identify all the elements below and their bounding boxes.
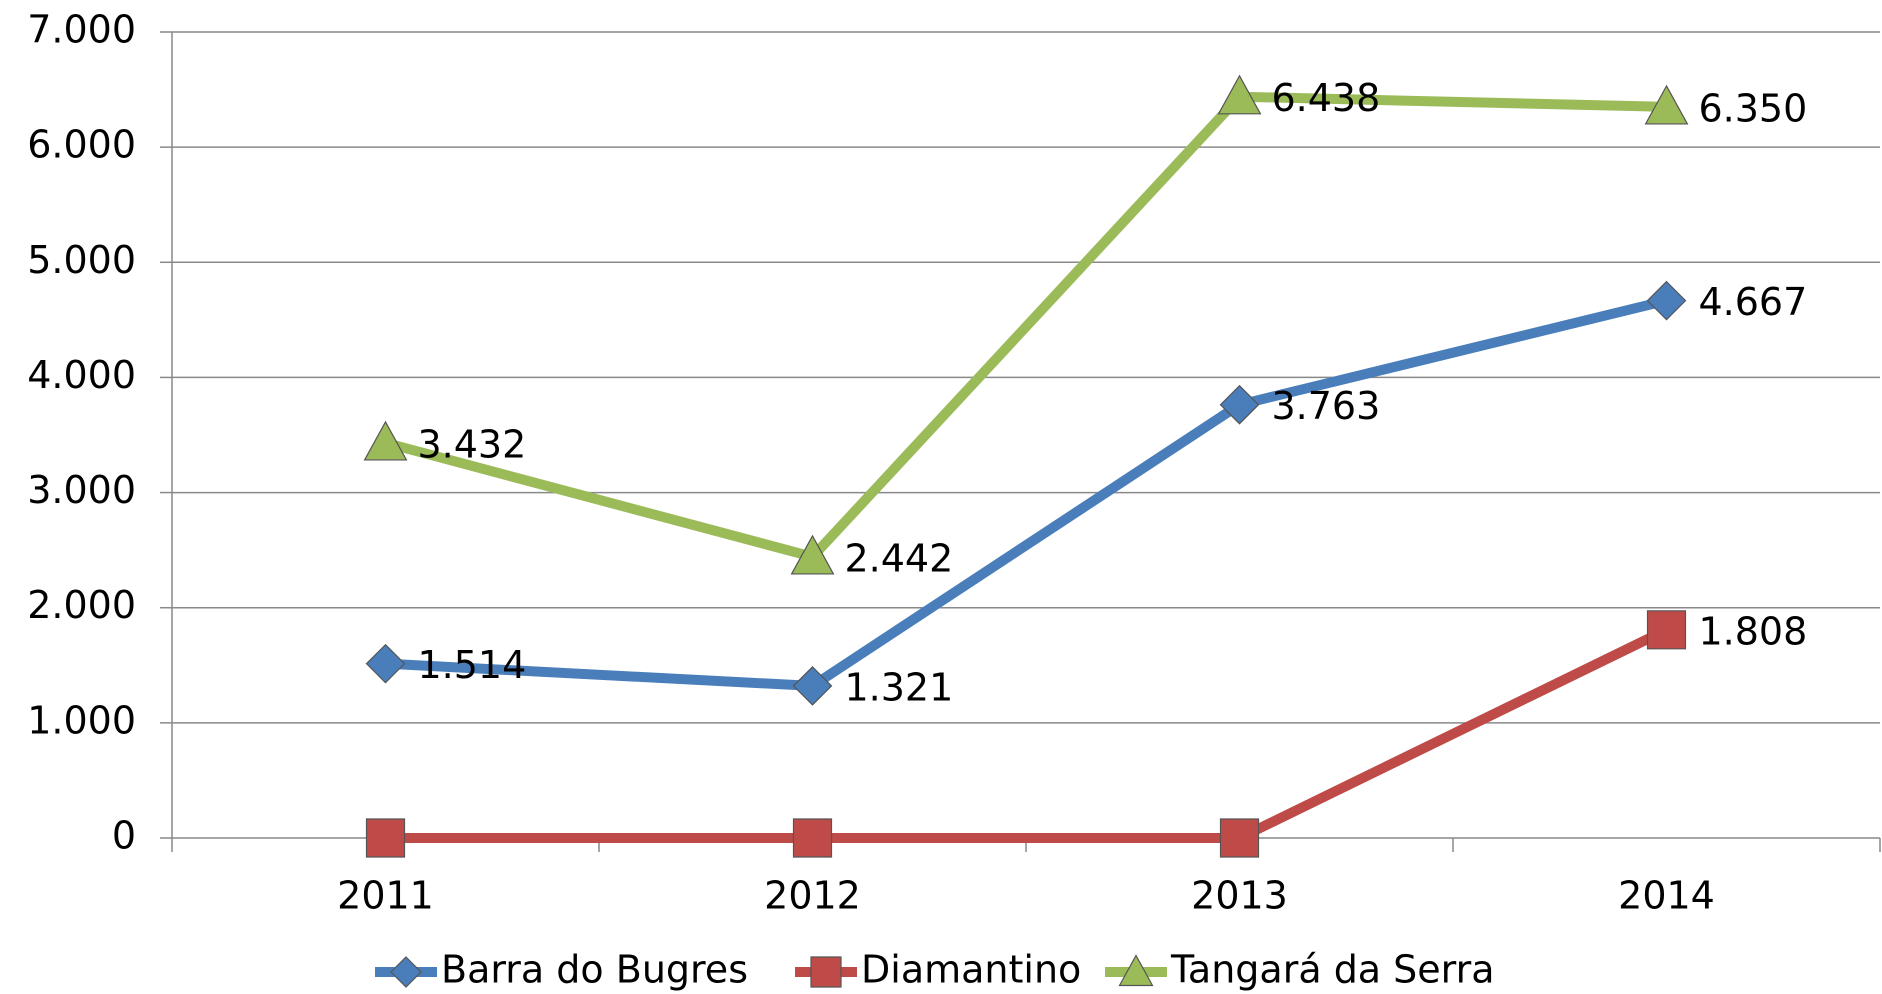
marker (1217, 74, 1262, 115)
legend-label: Diamantino (861, 948, 1081, 992)
y-tick-label: 2.000 (27, 583, 136, 627)
legend-label: Barra do Bugres (441, 948, 748, 992)
x-tick-label: 2012 (764, 874, 861, 918)
marker (1118, 954, 1154, 987)
y-tick-label: 7.000 (27, 8, 136, 52)
marker (790, 534, 835, 575)
data-label: 3.432 (418, 422, 527, 466)
data-label: 1.514 (418, 643, 527, 687)
marker (792, 818, 833, 858)
y-tick-label: 5.000 (27, 238, 136, 282)
marker (365, 818, 406, 858)
marker (1219, 384, 1260, 425)
marker (1646, 610, 1687, 650)
marker (792, 666, 833, 706)
data-label: 3.763 (1272, 384, 1381, 428)
legend-label: Tangará da Serra (1170, 948, 1495, 992)
data-label: 6.438 (1272, 76, 1381, 120)
y-tick-label: 6.000 (27, 123, 136, 167)
marker (365, 643, 406, 684)
y-tick-label: 4.000 (27, 353, 136, 397)
series-line (385, 625, 1669, 843)
series-line (384, 91, 1667, 562)
data-label: 4.667 (1699, 280, 1808, 324)
data-label: 2.442 (845, 536, 954, 580)
marker (810, 956, 842, 988)
x-tick-label: 2013 (1191, 874, 1288, 918)
x-tick-label: 2014 (1618, 874, 1715, 918)
series-line (385, 295, 1668, 691)
marker (1646, 280, 1687, 321)
y-tick-label: 0 (112, 814, 136, 858)
data-label: 1.808 (1699, 609, 1808, 653)
marker (363, 420, 408, 461)
y-tick-label: 3.000 (27, 468, 136, 512)
marker (1219, 818, 1260, 858)
data-label: 1.321 (845, 665, 954, 709)
x-tick-label: 2011 (337, 874, 434, 918)
marker (390, 956, 422, 988)
y-tick-label: 1.000 (27, 698, 136, 742)
marker (1644, 84, 1689, 125)
data-label: 6.350 (1699, 86, 1808, 130)
